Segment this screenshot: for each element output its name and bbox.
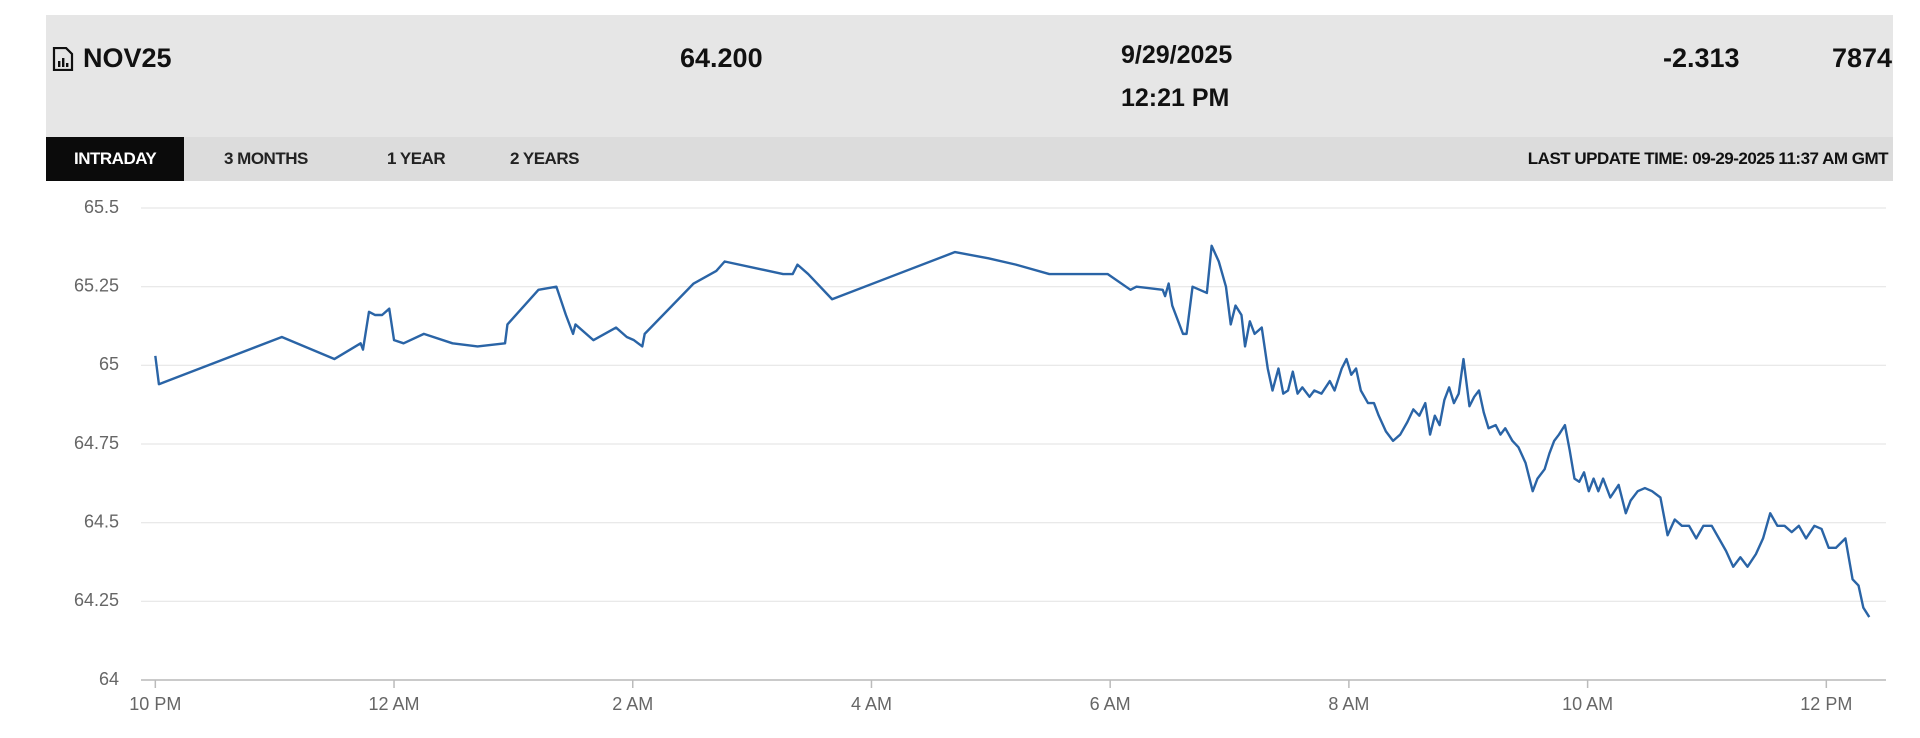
- y-tick-label: 65: [99, 354, 119, 374]
- x-tick-label: 10 AM: [1562, 694, 1613, 714]
- tab[interactable]: 2 YEARS: [510, 149, 579, 168]
- y-tick-label: 64.25: [74, 590, 119, 610]
- y-tick-label: 65.25: [74, 275, 119, 295]
- quote-header: NOV25 64.200 9/29/2025 12:21 PM -2.313 7…: [46, 15, 1893, 137]
- x-tick-label: 6 AM: [1090, 694, 1131, 714]
- symbol: NOV25: [83, 43, 172, 73]
- x-tick-label: 10 PM: [129, 694, 181, 714]
- change: -2.313: [1663, 43, 1740, 73]
- x-tick-label: 4 AM: [851, 694, 892, 714]
- y-tick-label: 64.75: [74, 433, 119, 453]
- y-tick-label: 65.5: [84, 197, 119, 217]
- tab[interactable]: INTRADAY: [46, 137, 185, 181]
- x-tick-label: 2 AM: [612, 694, 653, 714]
- x-tick-label: 8 AM: [1328, 694, 1369, 714]
- tab-bar: INTRADAY 3 MONTHS 1 YEAR 2 YEARS LAST UP…: [46, 137, 1893, 181]
- tab[interactable]: 1 YEAR: [387, 149, 446, 168]
- tab[interactable]: 3 MONTHS: [224, 149, 308, 168]
- time: 12:21 PM: [1121, 84, 1230, 112]
- volume: 7874: [1832, 43, 1893, 73]
- date: 9/29/2025: [1121, 41, 1233, 69]
- y-tick-label: 64: [99, 669, 119, 689]
- x-tick-label: 12 PM: [1800, 694, 1852, 714]
- y-tick-label: 64.5: [84, 511, 119, 531]
- price: 64.200: [680, 43, 763, 73]
- x-tick-label: 12 AM: [369, 694, 420, 714]
- document-icon: [52, 47, 74, 71]
- price-line: [154, 244, 1871, 618]
- last-update: LAST UPDATE TIME: 09-29-2025 11:37 AM GM…: [1527, 149, 1889, 168]
